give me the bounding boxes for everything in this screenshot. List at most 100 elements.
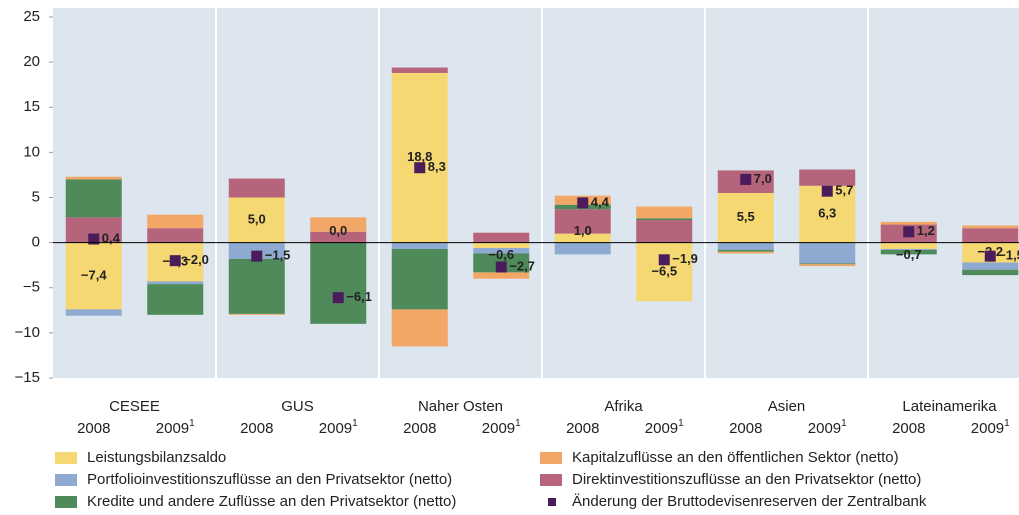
value-label: −6,1 — [346, 289, 372, 304]
legend-label: Kapitalzuflüsse an den öffentlichen Sekt… — [572, 449, 899, 466]
bar-segment — [228, 197, 285, 243]
y-tick-label: 25 — [23, 8, 40, 25]
bar-segment — [391, 248, 448, 310]
bar-segment — [962, 262, 1019, 270]
group-label: GUS — [281, 398, 314, 415]
reserve-marker — [414, 162, 426, 174]
bar-segment — [962, 228, 1019, 243]
reserve-marker — [984, 250, 996, 262]
y-tick-label: −15 — [15, 369, 40, 386]
bar-segment — [310, 231, 367, 243]
group-label: Asien — [768, 398, 806, 415]
bar-segment — [65, 176, 122, 180]
footnote-mark: 1 — [189, 418, 195, 429]
year: 2008 — [566, 420, 599, 437]
bar-segment — [554, 233, 611, 243]
value-label: 5,0 — [248, 212, 266, 227]
bar-segment — [717, 249, 774, 252]
reserve-marker — [251, 250, 263, 262]
group-label: Lateinamerika — [902, 398, 997, 415]
value-label: −2,0 — [183, 252, 209, 267]
bar-segment — [473, 272, 530, 279]
legend-label: Leistungsbilanzsaldo — [87, 449, 226, 466]
bar-segment — [880, 249, 937, 255]
bar-segment — [554, 242, 611, 255]
plot-area — [53, 8, 1019, 378]
reserve-marker — [495, 261, 507, 273]
year: 2009 — [808, 420, 841, 437]
value-label: −2,7 — [509, 258, 535, 273]
bar-segment — [554, 209, 611, 234]
bar-segment — [391, 242, 448, 249]
legend-swatch — [55, 452, 77, 464]
value-label: −1,9 — [672, 251, 698, 266]
legend-label: Änderung der Bruttodevisenreserven der Z… — [572, 493, 927, 510]
bar-segment — [65, 242, 122, 310]
legend-swatch — [55, 496, 77, 508]
bar-segment — [717, 242, 774, 250]
x-tick-label: 20091 — [808, 418, 847, 437]
x-tick-label: 20091 — [971, 418, 1010, 437]
bar-segment — [147, 281, 204, 285]
reserve-marker — [821, 185, 833, 197]
value-label: 0,0 — [329, 223, 347, 238]
bar-segment — [391, 72, 448, 243]
value-label: 0,4 — [102, 230, 121, 245]
x-tick-label: 20091 — [482, 418, 521, 437]
value-label: 4,4 — [591, 194, 610, 209]
year: 2008 — [403, 420, 436, 437]
year: 2009 — [645, 420, 678, 437]
x-tick-label: 20091 — [319, 418, 358, 437]
y-tick-label: 20 — [23, 53, 40, 70]
reserve-marker — [88, 233, 100, 245]
x-tick-label: 2008 — [240, 420, 273, 437]
bar-segment — [799, 263, 856, 265]
reserve-marker — [332, 292, 344, 304]
bar-segment — [147, 214, 204, 229]
bar-segment — [147, 228, 204, 243]
x-tick-label: 2008 — [77, 420, 110, 437]
y-tick-label: −5 — [23, 279, 40, 296]
legend-label: Kredite und andere Zuflüsse an den Priva… — [87, 493, 456, 510]
bar-segment — [65, 309, 122, 316]
legend-label: Portfolioinvestitionszuflüsse an den Pri… — [87, 471, 452, 488]
year: 2008 — [729, 420, 762, 437]
bar-segment — [473, 242, 530, 249]
value-label: −6,5 — [651, 263, 677, 278]
bar-segment — [310, 217, 367, 232]
value-label: −7,4 — [81, 267, 107, 282]
bar-segment — [717, 251, 774, 254]
bar-segment — [636, 242, 693, 302]
bar-segment — [65, 179, 122, 218]
year: 2009 — [156, 420, 189, 437]
bar-segment — [880, 221, 937, 225]
bar-segment — [636, 220, 693, 243]
value-label: 5,5 — [737, 209, 755, 224]
reserve-marker — [740, 173, 752, 185]
y-tick-label: −10 — [15, 324, 40, 341]
value-label: 8,3 — [428, 159, 446, 174]
x-tick-label: 2008 — [403, 420, 436, 437]
value-label: 5,7 — [835, 183, 853, 198]
bar-segment — [880, 242, 937, 249]
footnote-mark: 1 — [352, 418, 358, 429]
bar-segment — [636, 206, 693, 219]
bar-segment — [310, 242, 367, 324]
year: 2009 — [482, 420, 515, 437]
reserve-marker — [577, 197, 589, 209]
footnote-mark: 1 — [678, 418, 684, 429]
bar-segment — [473, 232, 530, 243]
legend-swatch — [548, 498, 556, 506]
legend-swatch — [540, 474, 562, 486]
bar-segment — [799, 169, 856, 186]
bar-segment — [147, 284, 204, 315]
legend-swatch — [540, 452, 562, 464]
year: 2008 — [892, 420, 925, 437]
year: 2008 — [240, 420, 273, 437]
x-tick-label: 2008 — [892, 420, 925, 437]
bar-segment — [636, 218, 693, 221]
x-tick-label: 2008 — [566, 420, 599, 437]
year: 2009 — [319, 420, 352, 437]
footnote-mark: 1 — [841, 418, 847, 429]
